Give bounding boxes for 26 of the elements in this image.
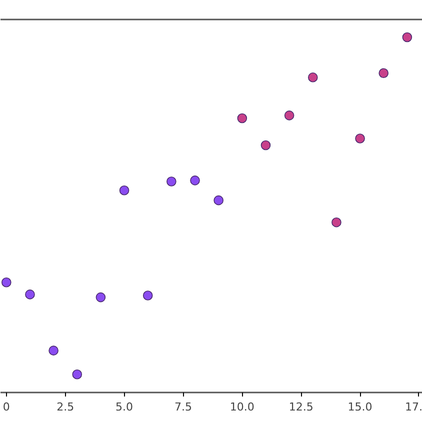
point (142, 290, 153, 300)
point (284, 110, 294, 120)
point (25, 290, 35, 300)
point (214, 195, 224, 206)
x-tick-label: 2.5 (56, 400, 74, 414)
point (402, 32, 412, 42)
point (119, 185, 130, 196)
point (308, 72, 318, 82)
point (48, 346, 58, 356)
x-tick-label: 0 (2, 400, 10, 414)
point (332, 217, 342, 228)
x-tick-label: 10.0 (230, 400, 254, 414)
point (72, 369, 82, 380)
point (1, 277, 12, 288)
point (166, 176, 176, 186)
x-tick-label: 12.5 (288, 400, 314, 414)
point (378, 68, 388, 78)
x-tick-label: 7.5 (174, 400, 192, 414)
point (237, 113, 248, 124)
point (96, 292, 106, 302)
x-tick-label: 15.0 (348, 400, 372, 414)
point (260, 140, 271, 150)
point (190, 176, 200, 186)
x-tick-label: 17. (405, 400, 422, 414)
x-tick-label: 5.0 (116, 400, 134, 414)
point (355, 134, 365, 144)
